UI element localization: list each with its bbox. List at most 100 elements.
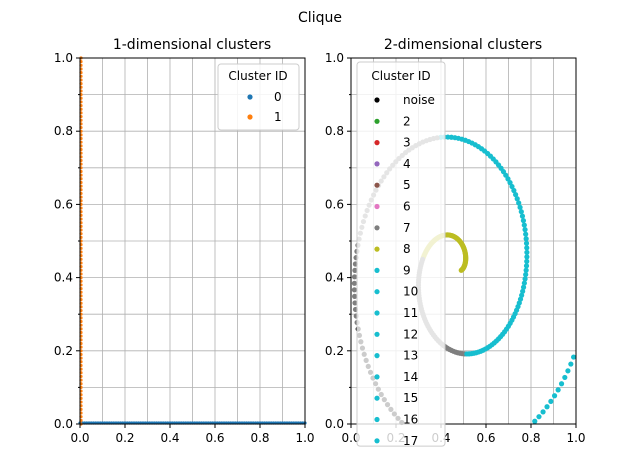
point-spiral	[519, 292, 525, 298]
point-spiral	[523, 231, 529, 237]
plot-2d-title: 2-dimensional clusters	[384, 37, 542, 53]
plot-2d-legend: Cluster ID noise 2 3 4 5 6 7 8 9 10 11 12 13 14 15 16 17	[356, 61, 446, 448]
point-spiral	[518, 209, 524, 215]
point-spiral	[511, 187, 517, 194]
figure-title: Clique	[298, 10, 342, 26]
point-spiral	[514, 196, 520, 202]
point-spiral	[521, 280, 527, 286]
plot-1d-clusters: 1-dimensional clusters 0.00.0 0.2 0.2 0.4 0.…	[54, 37, 315, 445]
legend-marker	[374, 97, 380, 103]
x-tick-label: 0.0	[70, 431, 89, 445]
y-tick-label: 0.0	[54, 417, 73, 431]
point-spiral	[517, 204, 523, 210]
x-tick-label: 0.2	[115, 431, 134, 445]
point-spiral	[352, 293, 358, 299]
y-tick-label: 0.2	[54, 344, 73, 358]
x-tick-label: 0.8	[521, 431, 540, 445]
point-spiral	[351, 280, 358, 286]
point-spiral	[351, 274, 358, 280]
legend-marker	[374, 246, 380, 252]
y-tick-label: 0.0	[325, 417, 344, 431]
legend-label: 6	[403, 200, 411, 214]
point-spiral	[521, 222, 527, 228]
point-spiral	[523, 263, 530, 269]
legend-marker	[374, 374, 380, 380]
point-spiral	[523, 240, 530, 246]
legend-marker-1	[247, 114, 253, 120]
point-spiral	[562, 374, 568, 381]
legend-label: 8	[403, 242, 411, 256]
legend-label: 4	[403, 157, 411, 171]
point-spiral	[558, 381, 565, 387]
point-spiral	[524, 258, 530, 264]
x-tick-label: 0.8	[250, 431, 269, 445]
point-spiral	[352, 267, 358, 273]
legend-marker	[374, 225, 380, 231]
x-tick-label: 0.6	[205, 431, 224, 445]
point-spiral	[524, 249, 530, 255]
legend-marker	[374, 331, 380, 337]
plot-1d-title: 1-dimensional clusters	[113, 37, 271, 53]
x-tick-label: 1.0	[566, 431, 585, 445]
plot-2d-ticks: 0.00.00.20.20.40.40.60.60.80.81.01.0	[325, 51, 586, 445]
point-spiral	[524, 245, 530, 251]
y-tick-label: 1.0	[54, 51, 73, 65]
legend-label: 11	[403, 306, 418, 320]
point-spiral	[520, 217, 527, 224]
legend-label: 17	[403, 434, 418, 448]
legend-label: 3	[403, 136, 411, 150]
legend-label: 10	[403, 285, 418, 299]
legend-label: 9	[403, 263, 411, 277]
y-tick-label: 0.4	[325, 271, 344, 285]
point-spiral	[522, 276, 528, 282]
point-spiral	[536, 414, 542, 420]
point-spiral	[516, 200, 522, 206]
legend-marker	[374, 310, 380, 316]
point-spiral	[351, 287, 358, 293]
point-spiral	[555, 387, 561, 393]
legend-marker	[374, 203, 380, 210]
plot-1d-ticks: 0.00.0 0.2 0.2 0.4 0.4 0.6 0.6 0.8 0.8 1.0 1.0	[54, 51, 315, 445]
plot-1d-legend: Cluster ID 0 1	[217, 63, 300, 131]
legend-frame	[217, 63, 300, 131]
legend-marker	[374, 140, 380, 146]
point-spiral	[523, 236, 529, 242]
legend-label: 16	[403, 413, 418, 427]
point-spiral	[548, 398, 554, 404]
point-spiral	[445, 134, 451, 140]
point-spiral	[524, 254, 530, 260]
legend-marker	[374, 353, 380, 359]
x-tick-label: 0.0	[341, 431, 360, 445]
point-spiral	[523, 267, 529, 273]
plot-2d-clusters: 2-dimensional clusters 0.00.00.20.20.40.…	[325, 37, 586, 448]
x-tick-label: 0.6	[476, 431, 495, 445]
legend-label: 5	[403, 178, 411, 192]
y-tick-label: 1.0	[325, 51, 344, 65]
point-spiral	[551, 393, 558, 399]
point-spiral	[540, 409, 546, 415]
point-spiral	[568, 361, 574, 367]
legend-marker	[374, 395, 380, 401]
legend-title: Cluster ID	[371, 69, 430, 83]
legend-label: 14	[403, 370, 418, 384]
point-spiral	[512, 191, 519, 198]
legend-marker	[374, 118, 380, 124]
legend-marker	[374, 161, 380, 167]
legend-title: Cluster ID	[228, 69, 287, 83]
x-tick-label: 0.4	[160, 431, 179, 445]
y-tick-label: 0.4	[54, 271, 73, 285]
legend-frame	[356, 61, 446, 447]
legend-label: 2	[403, 114, 411, 128]
point-spiral	[523, 271, 529, 278]
point-spiral	[544, 404, 550, 410]
y-tick-label: 0.2	[325, 344, 344, 358]
legend-label: noise	[403, 93, 435, 107]
point-spiral	[571, 354, 577, 360]
y-tick-label: 0.6	[325, 197, 344, 211]
legend-marker	[374, 289, 380, 295]
point-spiral	[532, 418, 538, 424]
point-spiral	[520, 284, 527, 290]
point-spiral	[522, 227, 528, 233]
legend-marker	[374, 438, 380, 444]
